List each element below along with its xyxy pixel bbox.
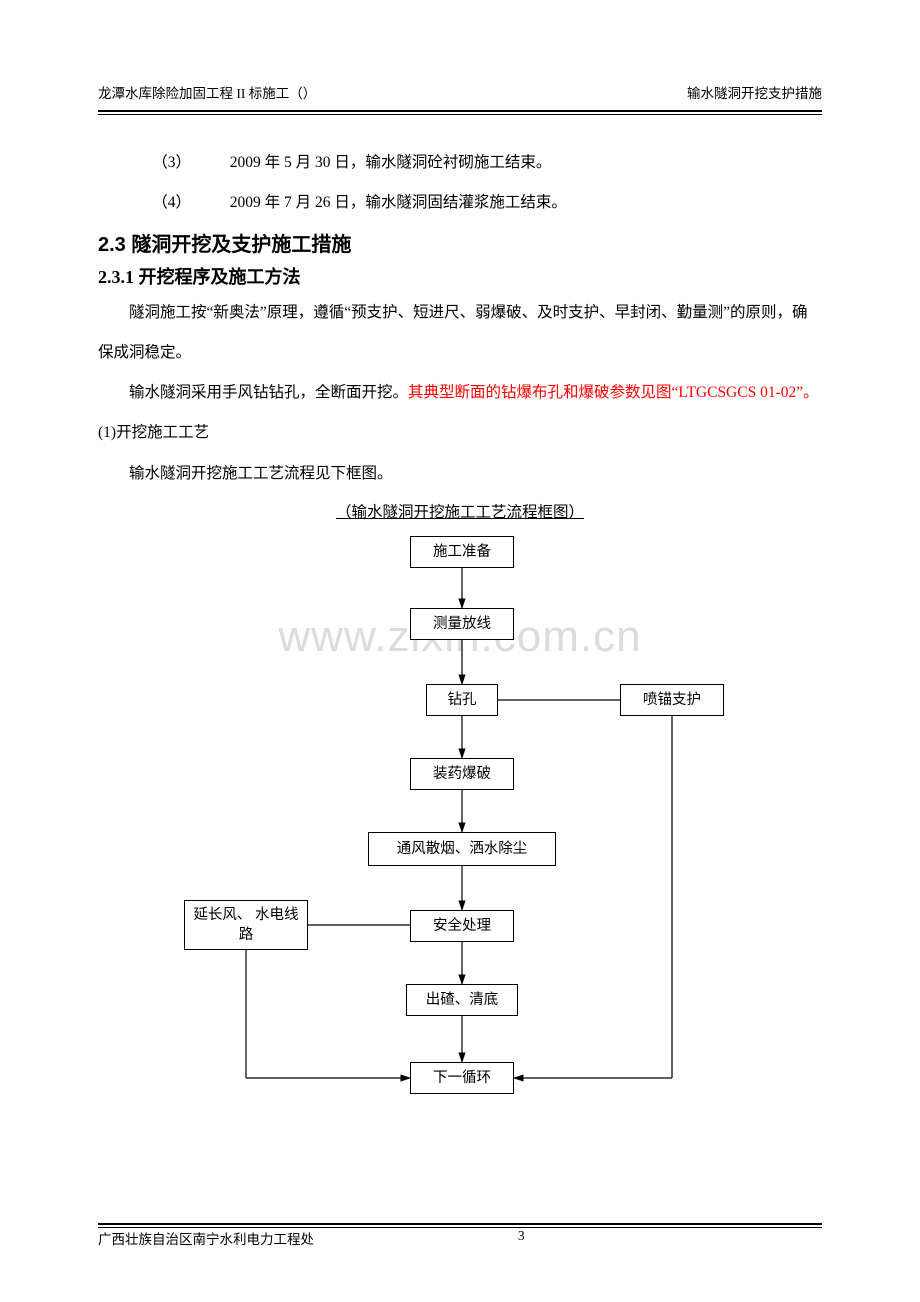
heading-3: 2.3.1 开挖程序及施工方法	[98, 263, 822, 289]
header-right: 输水隧洞开挖支护措施	[687, 82, 822, 102]
page-header: 龙潭水库除险加固工程 II 标施工（） 输水隧洞开挖支护措施	[98, 82, 822, 102]
paragraph: 输水隧洞开挖施工工艺流程见下框图。	[98, 454, 822, 494]
flow-node: 通风散烟、洒水除尘	[368, 832, 556, 866]
item-number: （4）	[152, 183, 230, 223]
flowchart: 施工准备测量放线钻孔装药爆破通风散烟、洒水除尘安全处理出碴、清底下一循环 喷锚支护…	[100, 526, 820, 1096]
flow-node: 钻孔	[426, 684, 498, 716]
item-number: （3）	[152, 143, 230, 183]
flow-node: 施工准备	[410, 536, 514, 568]
footer-left: 广西壮族自治区南宁水利电力工程处	[98, 1228, 314, 1248]
paragraph: (1)开挖施工工艺	[98, 413, 822, 453]
flow-node: 喷锚支护	[620, 684, 724, 716]
flow-node: 出碴、清底	[406, 984, 518, 1016]
page-footer: 广西壮族自治区南宁水利电力工程处 3	[98, 1228, 822, 1248]
list-item: （4）2009 年 7 月 26 日，输水隧洞固结灌浆施工结束。	[98, 183, 822, 223]
item-text: 2009 年 5 月 30 日，输水隧洞砼衬砌施工结束。	[230, 154, 552, 171]
paragraph: 输水隧洞采用手风钻钻孔，全断面开挖。其典型断面的钻爆布孔和爆破参数见图“LTGC…	[98, 373, 822, 413]
flow-node: 下一循环	[410, 1062, 514, 1094]
header-left: 龙潭水库除险加固工程 II 标施工（）	[98, 82, 316, 102]
paragraph-text-red: 其典型断面的钻爆布孔和爆破参数见图“LTGCSGCS 01-02”。	[408, 384, 819, 401]
heading-2: 2.3 隧洞开挖及支护施工措施	[98, 228, 822, 257]
flow-node: 装药爆破	[410, 758, 514, 790]
page-number: 3	[518, 1228, 525, 1244]
flow-node: 延长风、 水电线路	[184, 900, 308, 950]
flow-node: 测量放线	[410, 608, 514, 640]
paragraph-text: 输水隧洞采用手风钻钻孔，全断面开挖。	[129, 384, 408, 401]
flow-node: 安全处理	[410, 910, 514, 942]
paragraph: 隧洞施工按“新奥法”原理，遵循“预支护、短进尺、弱爆破、及时支护、早封闭、勤量测…	[98, 293, 822, 374]
item-text: 2009 年 7 月 26 日，输水隧洞固结灌浆施工结束。	[230, 194, 567, 211]
list-item: （3）2009 年 5 月 30 日，输水隧洞砼衬砌施工结束。	[98, 143, 822, 183]
header-rule	[98, 110, 822, 115]
flowchart-title: （输水隧洞开挖施工工艺流程框图）	[98, 500, 822, 522]
